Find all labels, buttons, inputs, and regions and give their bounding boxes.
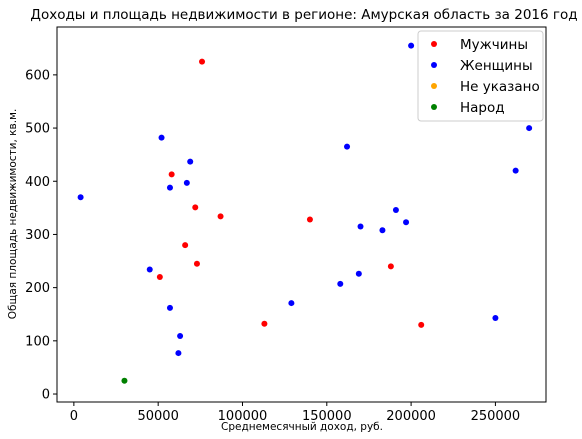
- y-tick-label: 100: [25, 334, 50, 349]
- legend-entry: Женщины: [460, 58, 533, 74]
- x-tick-label: 100000: [218, 409, 268, 424]
- data-point: [166, 304, 173, 311]
- legend-box: [417, 30, 544, 122]
- y-tick-label: 400: [25, 175, 50, 190]
- data-point: [261, 320, 268, 327]
- y-tick-label: 300: [25, 228, 50, 243]
- data-point: [146, 266, 153, 273]
- y-axis-label: Общая площадь недвижимости, кв.м.: [7, 109, 19, 320]
- data-point: [306, 216, 313, 223]
- data-point: [199, 58, 206, 65]
- data-point: [526, 125, 533, 132]
- data-point: [387, 263, 394, 270]
- data-point: [403, 219, 410, 226]
- data-point: [379, 227, 386, 234]
- data-point: [192, 204, 199, 211]
- data-point: [183, 179, 190, 186]
- y-tick-label: 0: [42, 388, 50, 403]
- data-point: [355, 270, 362, 277]
- x-axis-label: Среднемесячный доход, руб.: [221, 421, 383, 433]
- data-point: [392, 206, 399, 213]
- y-tick-label: 500: [25, 122, 50, 137]
- data-point: [492, 314, 499, 321]
- data-point: [177, 333, 184, 340]
- x-tick-label: 200000: [386, 409, 436, 424]
- y-tick-label: 200: [25, 281, 50, 296]
- data-point: [408, 42, 415, 49]
- legend-marker: [431, 41, 437, 47]
- data-point: [357, 223, 364, 230]
- chart-title: Доходы и площадь недвижимости в регионе:…: [30, 7, 577, 23]
- x-tick-label: 50000: [137, 409, 178, 424]
- data-point: [166, 184, 173, 191]
- plot-frame: [56, 26, 547, 403]
- data-point: [193, 260, 200, 267]
- y-tick-label: 600: [25, 68, 50, 83]
- data-point: [168, 171, 175, 178]
- data-point: [158, 134, 165, 141]
- data-point: [156, 274, 163, 280]
- legend-entry: Мужчины: [460, 37, 528, 53]
- data-point: [175, 350, 182, 357]
- legend-marker: [431, 83, 437, 89]
- data-point: [337, 280, 344, 287]
- data-point: [512, 167, 519, 174]
- data-point: [288, 300, 295, 307]
- legend-marker: [431, 62, 437, 68]
- data-point: [187, 158, 194, 165]
- x-tick-label: 250000: [471, 409, 521, 424]
- legend-entry: Народ: [460, 100, 505, 116]
- legend: Мужчины Женщины Не указано Народ: [417, 30, 544, 122]
- data-point: [418, 321, 425, 328]
- x-tick-label: 0: [70, 409, 78, 424]
- legend-entry: Не указано: [460, 79, 540, 95]
- legend-marker: [431, 104, 437, 110]
- data-point: [77, 194, 84, 201]
- x-tick-label: 150000: [302, 409, 352, 424]
- data-point: [344, 143, 351, 150]
- data-point: [217, 213, 224, 220]
- data-point: [121, 377, 128, 384]
- data-point: [182, 242, 189, 249]
